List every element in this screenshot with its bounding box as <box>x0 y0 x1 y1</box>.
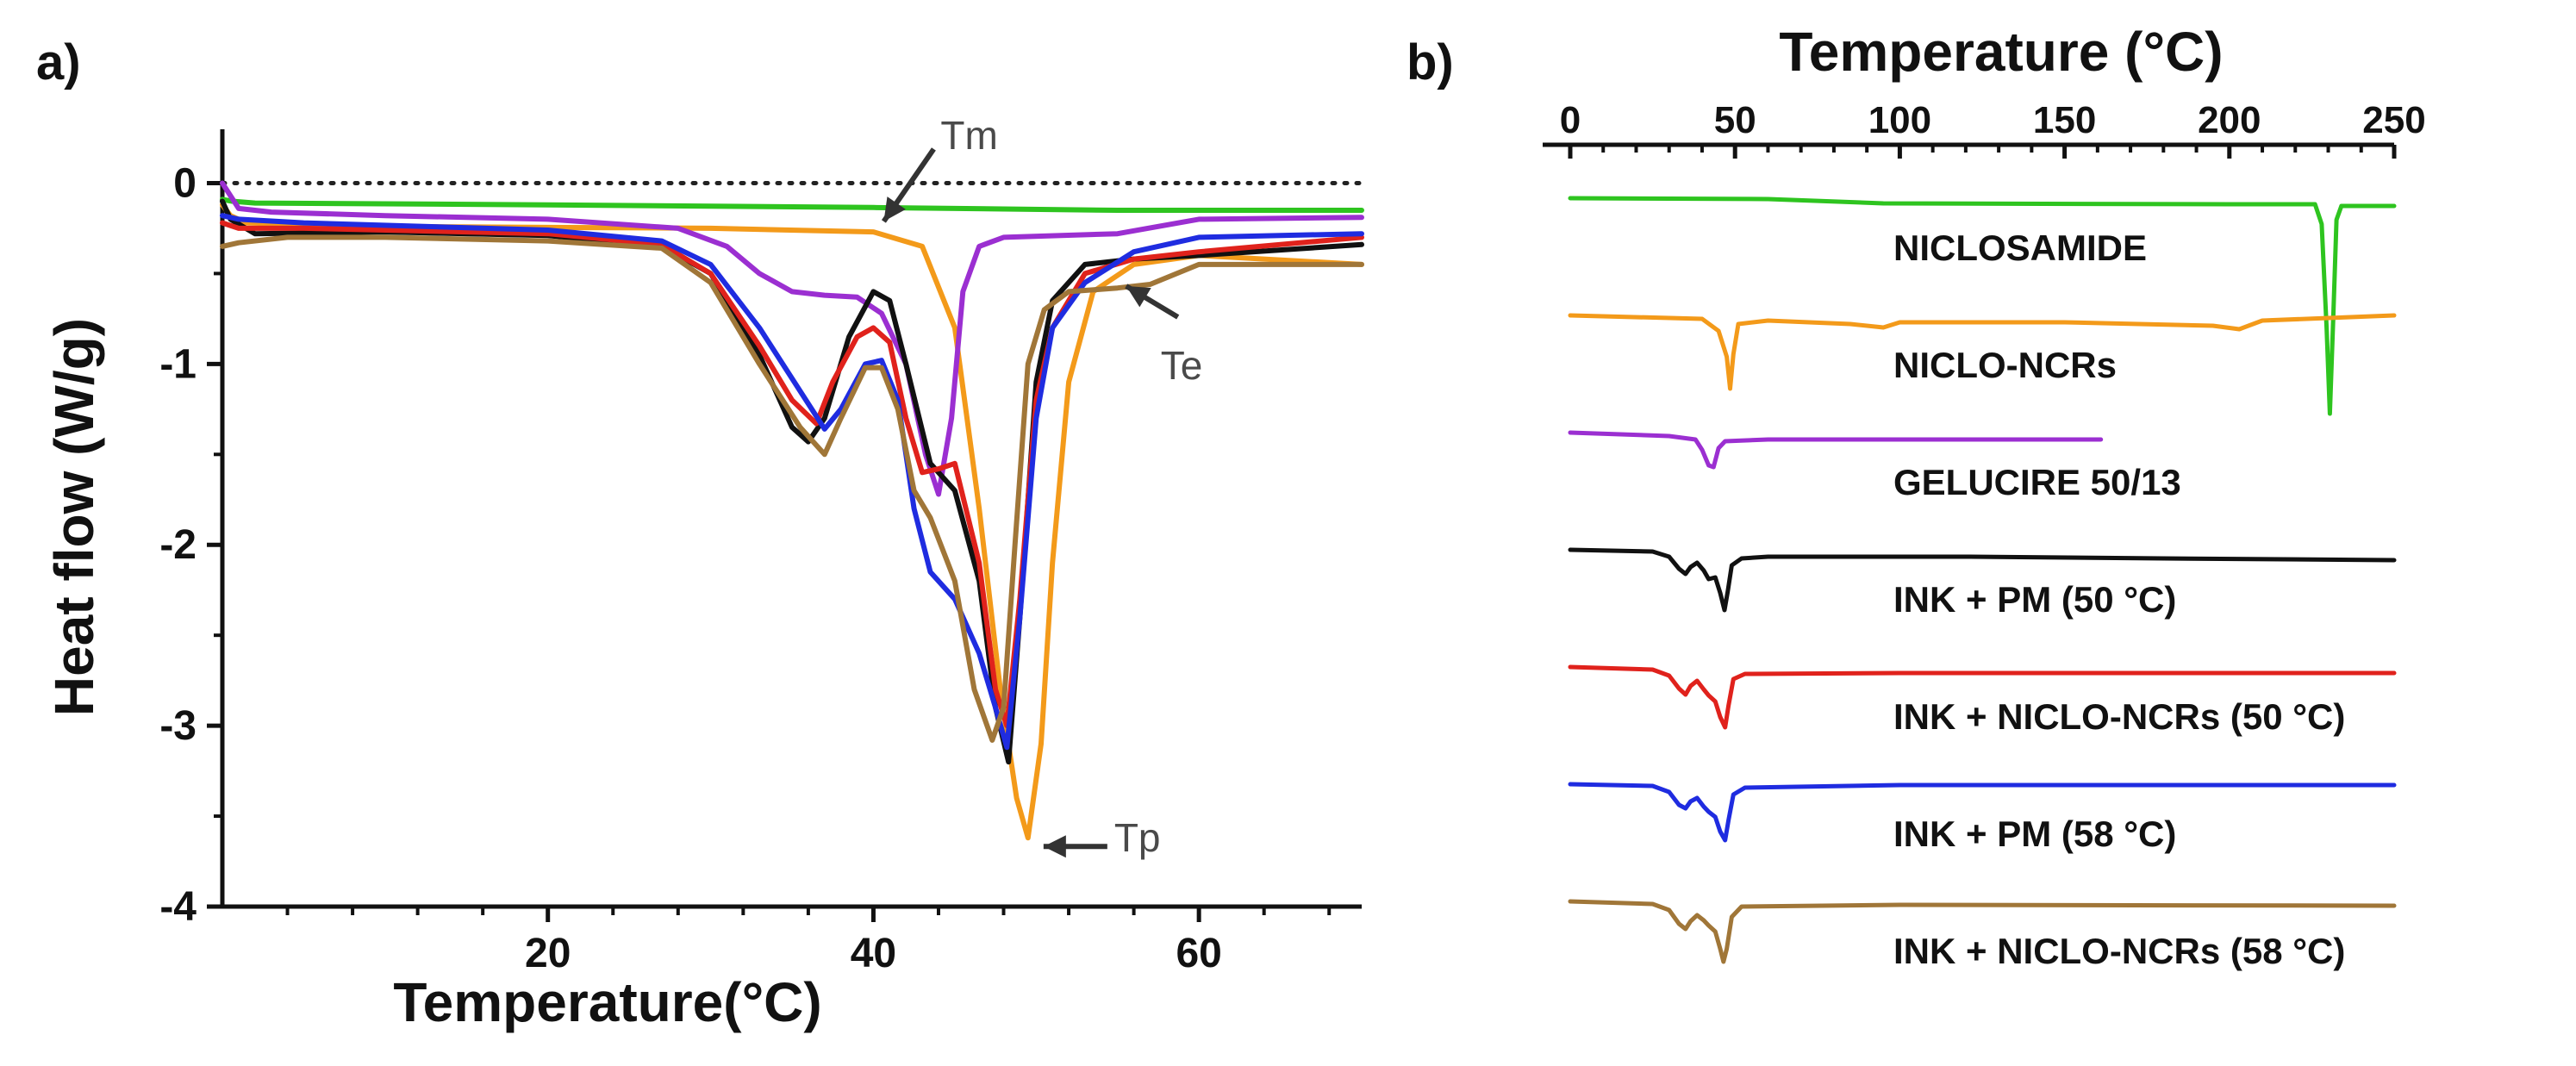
trace-label-niclo-ncrs: NICLO-NCRs <box>1893 345 2117 385</box>
panel-b-axes: 0 50 100 150 200 250 <box>1543 99 2426 159</box>
panel-b-trace-labels: NICLOSAMIDE NICLO-NCRs GELUCIRE 50/13 INK +… <box>1893 228 2345 971</box>
y-tick-label: 0 <box>173 160 196 206</box>
panel-a-y-axis-title: Heat flow (W/g) <box>43 318 105 716</box>
panel-a: a) 0 -1 -2 -3 -4 20 40 60 Tm Te Tp Temperature(°C… <box>36 34 1364 1033</box>
trace-ink-niclo-ncrs-58-c <box>1568 899 2397 964</box>
trace-ink-pm-58-c <box>1568 782 2397 843</box>
y-tick-label: -3 <box>159 703 196 749</box>
panel-b-series <box>1568 196 2397 964</box>
series-line-ink-pm-58-c <box>220 213 1364 751</box>
x-tick-label: 60 <box>1176 931 1221 976</box>
y-tick-label: -4 <box>159 884 196 930</box>
annotation-tm: Tm <box>940 113 997 158</box>
panel-a-annotations: Tm Te Tp <box>881 113 1203 860</box>
series-line-niclosamide <box>220 196 1364 213</box>
series-line-gelucire-50-13 <box>220 180 1364 497</box>
panel-b-x-axis-title: Temperature (°C) <box>1779 21 2223 83</box>
b-x-tick-label: 250 <box>2362 99 2425 141</box>
b-x-tick-label: 50 <box>1714 99 1756 141</box>
annotation-tp: Tp <box>1114 815 1161 860</box>
trace-gelucire-50-13 <box>1568 430 2104 470</box>
trace-label-niclosamide: NICLOSAMIDE <box>1893 228 2147 268</box>
y-tick-label: -1 <box>159 341 196 387</box>
series-line-ink-niclo-ncrs-58-c <box>220 234 1364 743</box>
y-tick-label: -2 <box>159 522 196 568</box>
x-tick-label: 40 <box>851 931 896 976</box>
te-arrow-head <box>1126 285 1151 308</box>
trace-label-ink-niclo-ncrs-58-c: INK + NICLO-NCRs (58 °C) <box>1893 931 2345 971</box>
b-x-tick-label: 150 <box>2033 99 2096 141</box>
panel-b: b) Temperature (°C) 0 50 100 150 200 250 NICL… <box>1407 21 2426 971</box>
series-line-ink-pm-50-c <box>220 198 1364 765</box>
trace-label-ink-pm-50-c: INK + PM (50 °C) <box>1893 579 2176 620</box>
trace-label-gelucire-50-13: GELUCIRE 50/13 <box>1893 462 2181 502</box>
annotation-te: Te <box>1161 343 1203 388</box>
tm-arrow-head <box>883 196 906 221</box>
trace-label-ink-niclo-ncrs-50-c: INK + NICLO-NCRs (50 °C) <box>1893 696 2345 737</box>
b-x-tick-label: 100 <box>1868 99 1931 141</box>
x-tick-label: 20 <box>525 931 571 976</box>
panel-a-x-axis-title: Temperature(°C) <box>393 971 821 1033</box>
series-line-niclo-ncrs <box>220 202 1364 841</box>
trace-ink-niclo-ncrs-50-c <box>1568 664 2397 730</box>
trace-label-ink-pm-58-c: INK + PM (58 °C) <box>1893 814 2176 854</box>
panel-a-series <box>220 180 1364 841</box>
b-x-tick-label: 0 <box>1560 99 1581 141</box>
panel-a-axes: 0 -1 -2 -3 -4 20 40 60 <box>159 129 1364 976</box>
trace-niclo-ncrs <box>1568 313 2397 391</box>
trace-niclosamide <box>1568 196 2397 416</box>
panel-a-label: a) <box>36 34 81 90</box>
trace-ink-pm-50-c <box>1568 547 2397 613</box>
series-line-ink-niclo-ncrs-50-c <box>220 220 1364 729</box>
panel-b-label: b) <box>1407 34 1454 90</box>
b-x-tick-label: 200 <box>2198 99 2261 141</box>
tp-arrow-head <box>1043 835 1066 858</box>
